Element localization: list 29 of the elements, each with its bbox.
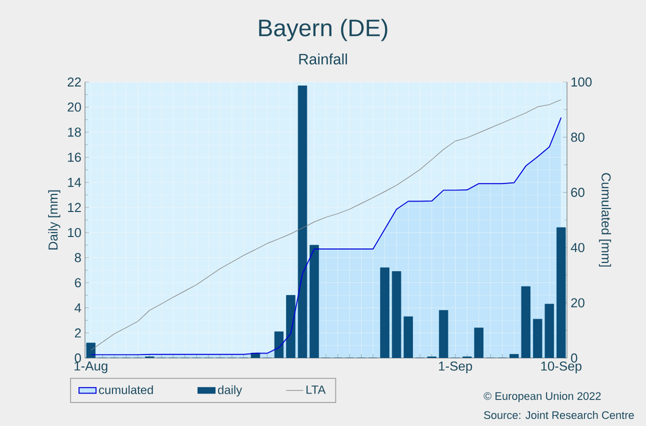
y-tick-label: 18 — [68, 128, 81, 137]
y-tick-label: 6 — [74, 278, 81, 288]
y2-axis-title: Cumulated [mm] — [598, 173, 612, 267]
y-axis-title: Daily [mm] — [48, 190, 60, 250]
chart-title: Bayern (DE) — [259, 18, 388, 42]
y-tick-label: 8 — [74, 253, 81, 262]
y-tick-label: 2 — [74, 328, 81, 338]
y2-tick-label: 80 — [571, 132, 584, 142]
x-tick-label: 10-Sep — [541, 362, 582, 374]
y2-tick-label: 100 — [572, 77, 592, 87]
y-tick-label: 22 — [68, 77, 81, 87]
y-tick-label: 14 — [68, 178, 82, 187]
x-tick-label: 1-Aug — [74, 362, 108, 374]
chart-subtitle: Rainfall — [299, 54, 347, 64]
text: © European Union 2022 — [484, 392, 601, 402]
source-note: Source: Joint Research Centre — [484, 410, 634, 420]
y-tick-label: 20 — [68, 102, 81, 112]
x-tick-label: 1-Sep — [439, 362, 472, 374]
y-tick-label: 4 — [74, 303, 82, 312]
y2-tick-label: 60 — [571, 188, 584, 197]
y2-tick-label: 20 — [571, 298, 584, 308]
legend-label: LTA — [306, 386, 326, 394]
y2-tick-label: 40 — [570, 243, 584, 252]
y-tick-label: 16 — [68, 152, 81, 162]
legend-label: daily — [218, 385, 242, 396]
y-tick-label: 12 — [68, 202, 81, 212]
legend-label: cumulated — [99, 385, 153, 394]
y2-tick-label: 0 — [571, 353, 578, 363]
y-tick-label: 10 — [68, 228, 81, 238]
